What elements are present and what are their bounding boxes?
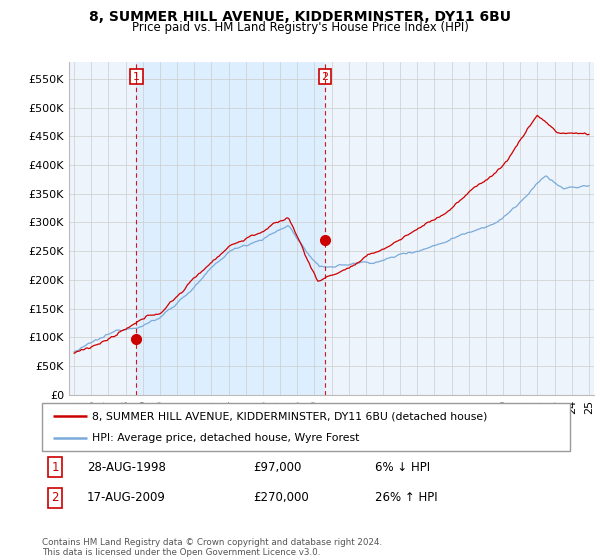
- Text: Contains HM Land Registry data © Crown copyright and database right 2024.
This d: Contains HM Land Registry data © Crown c…: [42, 538, 382, 557]
- Text: 28-AUG-1998: 28-AUG-1998: [87, 461, 166, 474]
- Text: 8, SUMMER HILL AVENUE, KIDDERMINSTER, DY11 6BU: 8, SUMMER HILL AVENUE, KIDDERMINSTER, DY…: [89, 10, 511, 24]
- Text: Price paid vs. HM Land Registry's House Price Index (HPI): Price paid vs. HM Land Registry's House …: [131, 21, 469, 34]
- Text: £270,000: £270,000: [253, 491, 309, 504]
- Text: 1: 1: [133, 72, 140, 82]
- FancyBboxPatch shape: [42, 403, 570, 451]
- Text: 8, SUMMER HILL AVENUE, KIDDERMINSTER, DY11 6BU (detached house): 8, SUMMER HILL AVENUE, KIDDERMINSTER, DY…: [92, 411, 488, 421]
- Text: 2: 2: [322, 72, 329, 82]
- Text: HPI: Average price, detached house, Wyre Forest: HPI: Average price, detached house, Wyre…: [92, 433, 359, 443]
- Bar: [136, 62, 325, 395]
- Text: 26% ↑ HPI: 26% ↑ HPI: [374, 491, 437, 504]
- Text: 1: 1: [52, 461, 59, 474]
- Text: 2: 2: [52, 491, 59, 504]
- Text: 6% ↓ HPI: 6% ↓ HPI: [374, 461, 430, 474]
- Text: 17-AUG-2009: 17-AUG-2009: [87, 491, 166, 504]
- Text: £97,000: £97,000: [253, 461, 302, 474]
